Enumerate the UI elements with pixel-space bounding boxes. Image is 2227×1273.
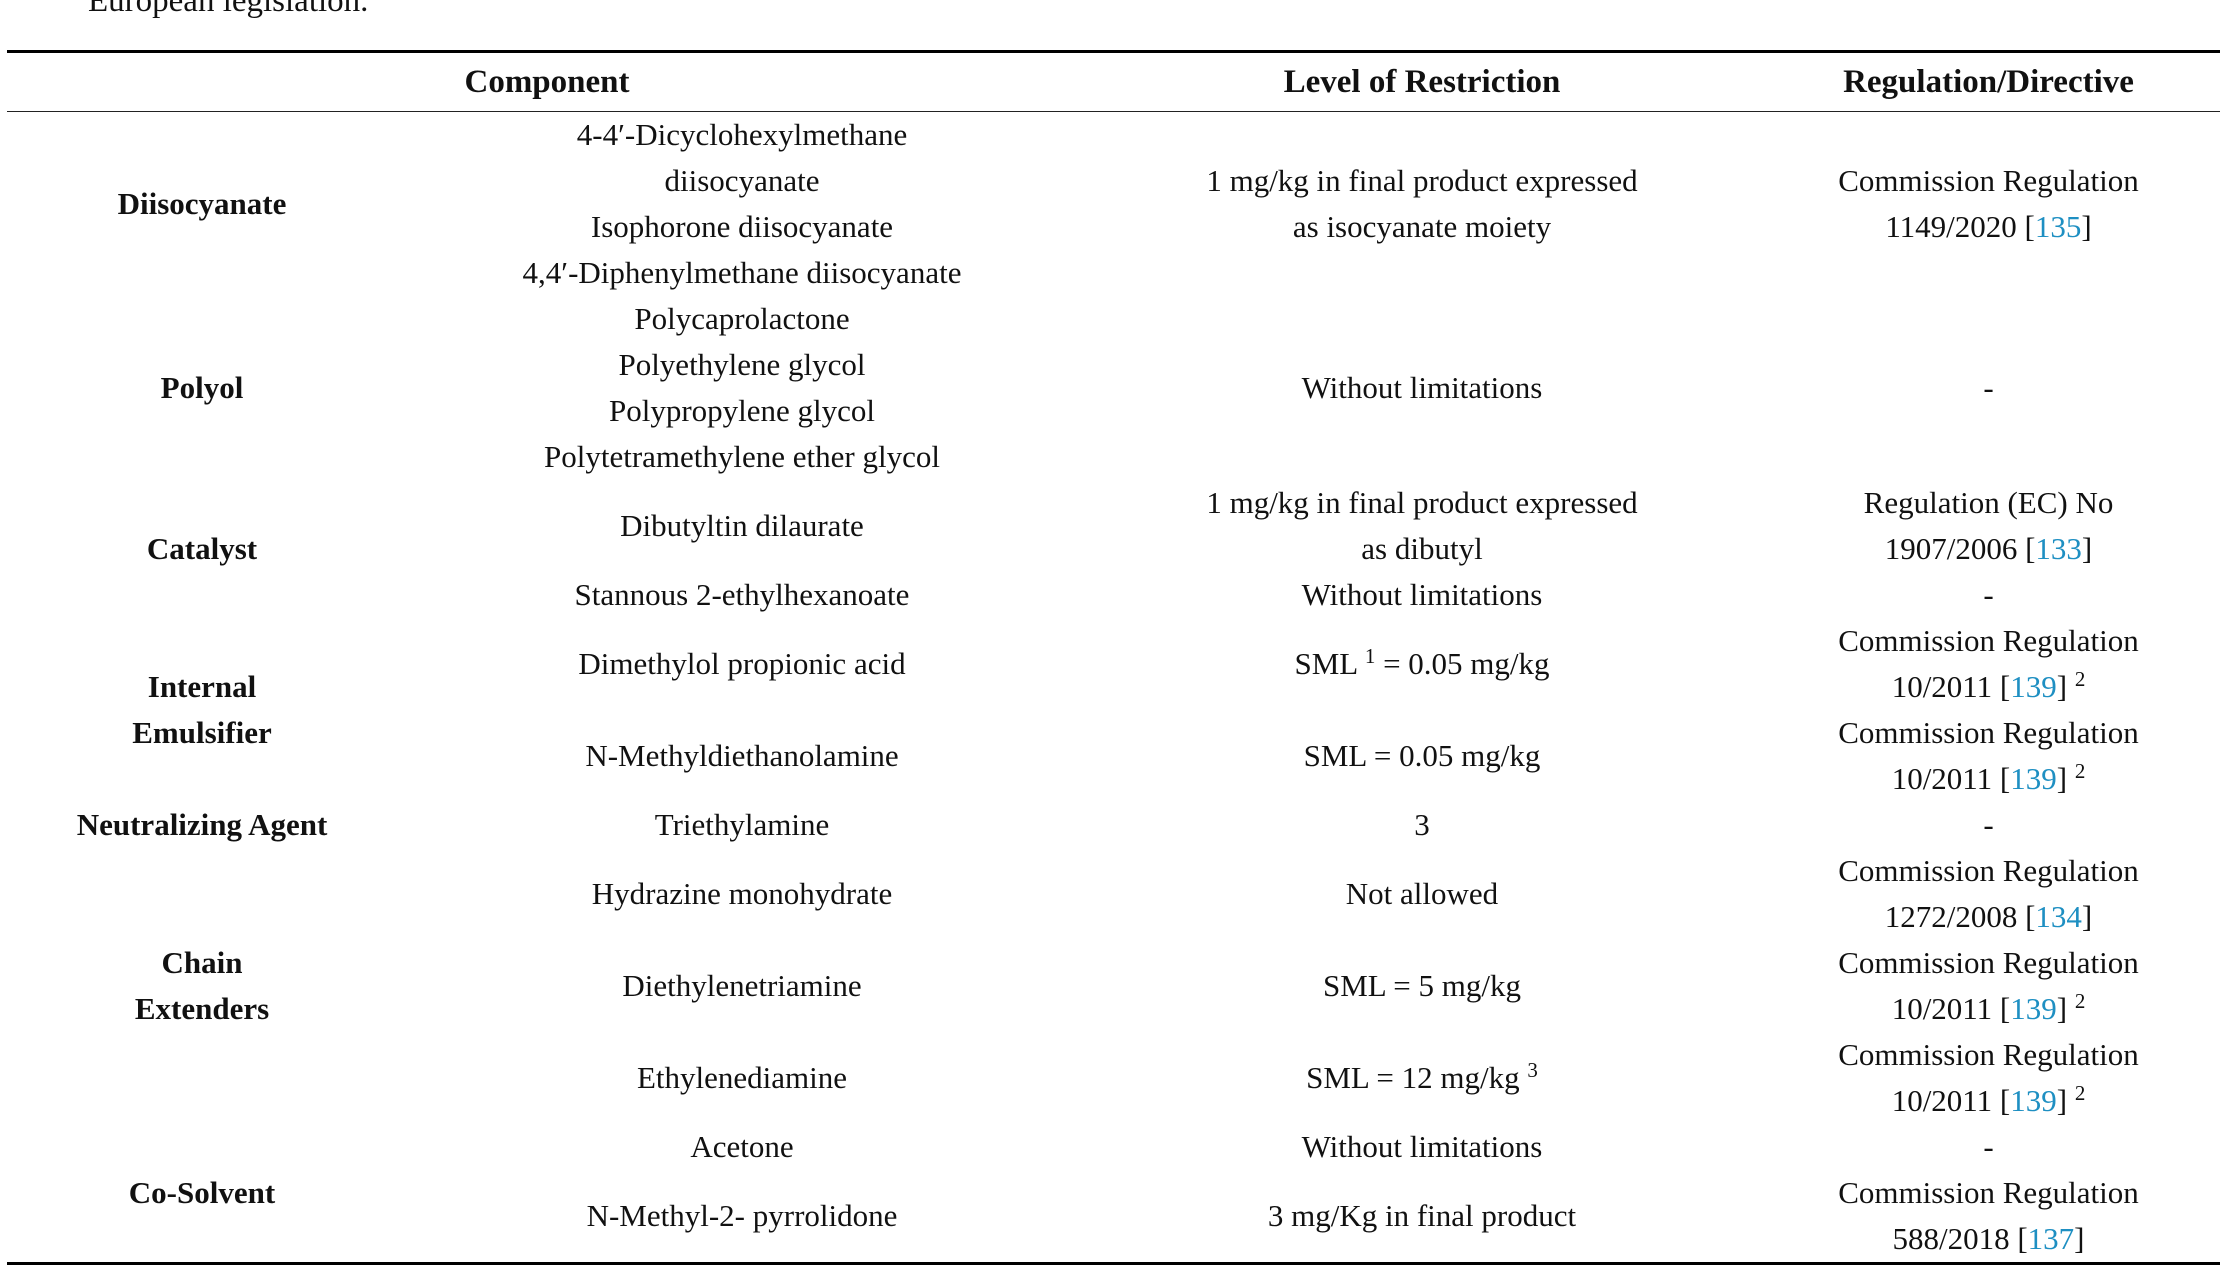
restriction-cell: Without limitations xyxy=(1301,1129,1543,1164)
table-group-polyol: Polyol Polycaprolactone Polyethylene gly… xyxy=(7,296,2220,480)
citation-link[interactable]: 139 xyxy=(2010,991,2057,1026)
table-group-diisocyanate: Diisocyanate 4-4′-Dicyclohexylmethane di… xyxy=(7,112,2220,296)
restriction-cell: 1 mg/kg in final product expressed as di… xyxy=(1206,485,1638,566)
category-label: Extenders xyxy=(134,991,270,1026)
category-cell: Polyol xyxy=(7,296,397,480)
category-label: Catalyst xyxy=(146,531,258,566)
table-row: Dimethylol propionic acid SML 1 = 0.05 m… xyxy=(397,618,2220,710)
restriction-cell: SML = 0.05 mg/kg xyxy=(1303,738,1541,773)
footnote-sup: 2 xyxy=(2074,989,2086,1013)
table-row: N-Methyldiethanolamine SML = 0.05 mg/kg … xyxy=(397,710,2220,802)
dash: - xyxy=(1983,807,1994,842)
footnote-sup: 3 xyxy=(1527,1058,1538,1082)
restriction-cell: 1 mg/kg in final product expressed as is… xyxy=(1206,163,1638,244)
category-label: Diisocyanate xyxy=(117,186,287,221)
intro-text: European legislation. xyxy=(88,0,369,19)
table-header-row: Component Level of Restriction Regulatio… xyxy=(7,53,2220,112)
header-component: Component xyxy=(464,63,630,100)
table-row: Triethylamine 3 - xyxy=(397,802,2220,848)
component-cell: Ethylenediamine xyxy=(636,1060,848,1095)
category-cell: Catalyst xyxy=(7,480,397,618)
component-cell: N-Methyldiethanolamine xyxy=(585,738,899,773)
category-cell: Co-Solvent xyxy=(7,1124,397,1262)
dash: - xyxy=(1983,577,1994,612)
regulation-cell: Commission Regulation 10/2011 [139] 2 xyxy=(1838,1037,2139,1118)
citation-link[interactable]: 139 xyxy=(2010,1083,2057,1118)
category-cell: Chain Extenders xyxy=(7,848,397,1124)
category-cell: Neutralizing Agent xyxy=(7,802,397,848)
citation-link[interactable]: 134 xyxy=(2035,899,2082,934)
component-cell: Polycaprolactone Polyethylene glycol Pol… xyxy=(544,301,940,474)
restriction-cell: Not allowed xyxy=(1345,876,1499,911)
category-label: Internal xyxy=(147,669,257,704)
category-label: Emulsifier xyxy=(132,715,272,750)
component-cell: Stannous 2-ethylhexanoate xyxy=(574,577,910,612)
header-level-of-restriction: Level of Restriction xyxy=(1283,63,1561,100)
regulation-cell: Commission Regulation 1272/2008 [134] xyxy=(1838,853,2139,934)
footnote-sup: 2 xyxy=(2074,667,2086,691)
citation-link[interactable]: 135 xyxy=(2034,209,2082,244)
category-label: Co-Solvent xyxy=(128,1175,276,1210)
dash: - xyxy=(1983,1129,1994,1164)
regulation-cell: Commission Regulation 10/2011 [139] 2 xyxy=(1838,715,2139,796)
regulation-cell: Regulation (EC) No 1907/2006 [133] xyxy=(1863,485,2114,566)
component-cell: N-Methyl-2- pyrrolidone xyxy=(586,1198,898,1233)
table-group-chain-extenders: Chain Extenders Hydrazine monohydrate No… xyxy=(7,848,2220,1124)
regulation-cell: - xyxy=(1757,802,2220,848)
component-cell: Dibutyltin dilaurate xyxy=(620,508,864,543)
table-row: Polycaprolactone Polyethylene glycol Pol… xyxy=(397,296,2220,480)
component-cell: Triethylamine xyxy=(654,807,830,842)
citation-link[interactable]: 139 xyxy=(2010,761,2057,796)
regulation-cell: - xyxy=(1757,1124,2220,1170)
table-row: Acetone Without limitations - xyxy=(397,1124,2220,1170)
table-row: N-Methyl-2- pyrrolidone 3 mg/Kg in final… xyxy=(397,1170,2220,1262)
table-row: 4-4′-Dicyclohexylmethane diisocyanate Is… xyxy=(397,112,2220,296)
table-row: Hydrazine monohydrate Not allowed Commis… xyxy=(397,848,2220,940)
regulation-cell: - xyxy=(1757,296,2220,480)
regulation-cell: Commission Regulation 1149/2020 [135] xyxy=(1838,163,2139,244)
footnote-sup: 2 xyxy=(2074,1081,2086,1105)
component-cell: Hydrazine monohydrate xyxy=(591,876,893,911)
table-group-neutralizing-agent: Neutralizing Agent Triethylamine 3 - xyxy=(7,802,2220,848)
footnote-sup: 1 xyxy=(1364,644,1376,668)
regulation-cell: Commission Regulation 10/2011 [139] 2 xyxy=(1838,945,2139,1026)
regulation-cell: Commission Regulation 588/2018 [137] xyxy=(1838,1175,2139,1256)
footnote-sup: 2 xyxy=(2074,759,2086,783)
citation-link[interactable]: 139 xyxy=(2010,669,2057,704)
table-group-internal-emulsifier: Internal Emulsifier Dimethylol propionic… xyxy=(7,618,2220,802)
table-row: Diethylenetriamine SML = 5 mg/kg Commiss… xyxy=(397,940,2220,1032)
category-cell: Diisocyanate xyxy=(7,112,397,296)
dash: - xyxy=(1983,370,1994,405)
citation-link[interactable]: 133 xyxy=(2035,531,2082,566)
component-cell: Dimethylol propionic acid xyxy=(578,646,906,681)
restriction-cell: Without limitations xyxy=(1301,577,1543,612)
category-label: Polyol xyxy=(160,370,244,405)
restriction-cell: 3 mg/Kg in final product xyxy=(1267,1198,1577,1233)
table-group-catalyst: Catalyst Dibutyltin dilaurate 1 mg/kg in… xyxy=(7,480,2220,618)
component-cell: Acetone xyxy=(690,1129,794,1164)
restriction-cell: Without limitations xyxy=(1301,370,1543,405)
category-cell: Internal Emulsifier xyxy=(7,618,397,802)
category-label: Chain xyxy=(161,945,243,980)
restriction-cell: SML = 12 mg/kg 3 xyxy=(1306,1058,1538,1096)
header-regulation-directive: Regulation/Directive xyxy=(1843,63,2134,100)
table-group-co-solvent: Co-Solvent Acetone Without limitations - xyxy=(7,1124,2220,1262)
component-cell: 4-4′-Dicyclohexylmethane diisocyanate Is… xyxy=(522,117,962,290)
regulation-cell: - xyxy=(1757,572,2220,618)
restriction-cell: SML 1 = 0.05 mg/kg xyxy=(1294,644,1550,682)
restriction-cell: 3 xyxy=(1414,807,1430,842)
regulation-cell: Commission Regulation 10/2011 [139] 2 xyxy=(1838,623,2139,704)
restrictions-table: Component Level of Restriction Regulatio… xyxy=(7,50,2220,1265)
restriction-cell: SML = 5 mg/kg xyxy=(1322,968,1522,1003)
citation-link[interactable]: 137 xyxy=(2027,1221,2075,1256)
table-row: Dibutyltin dilaurate 1 mg/kg in final pr… xyxy=(397,480,2220,572)
category-label: Neutralizing Agent xyxy=(76,807,328,842)
table-row: Ethylenediamine SML = 12 mg/kg 3 Commiss… xyxy=(397,1032,2220,1124)
component-cell: Diethylenetriamine xyxy=(622,968,862,1003)
table-row: Stannous 2-ethylhexanoate Without limita… xyxy=(397,572,2220,618)
